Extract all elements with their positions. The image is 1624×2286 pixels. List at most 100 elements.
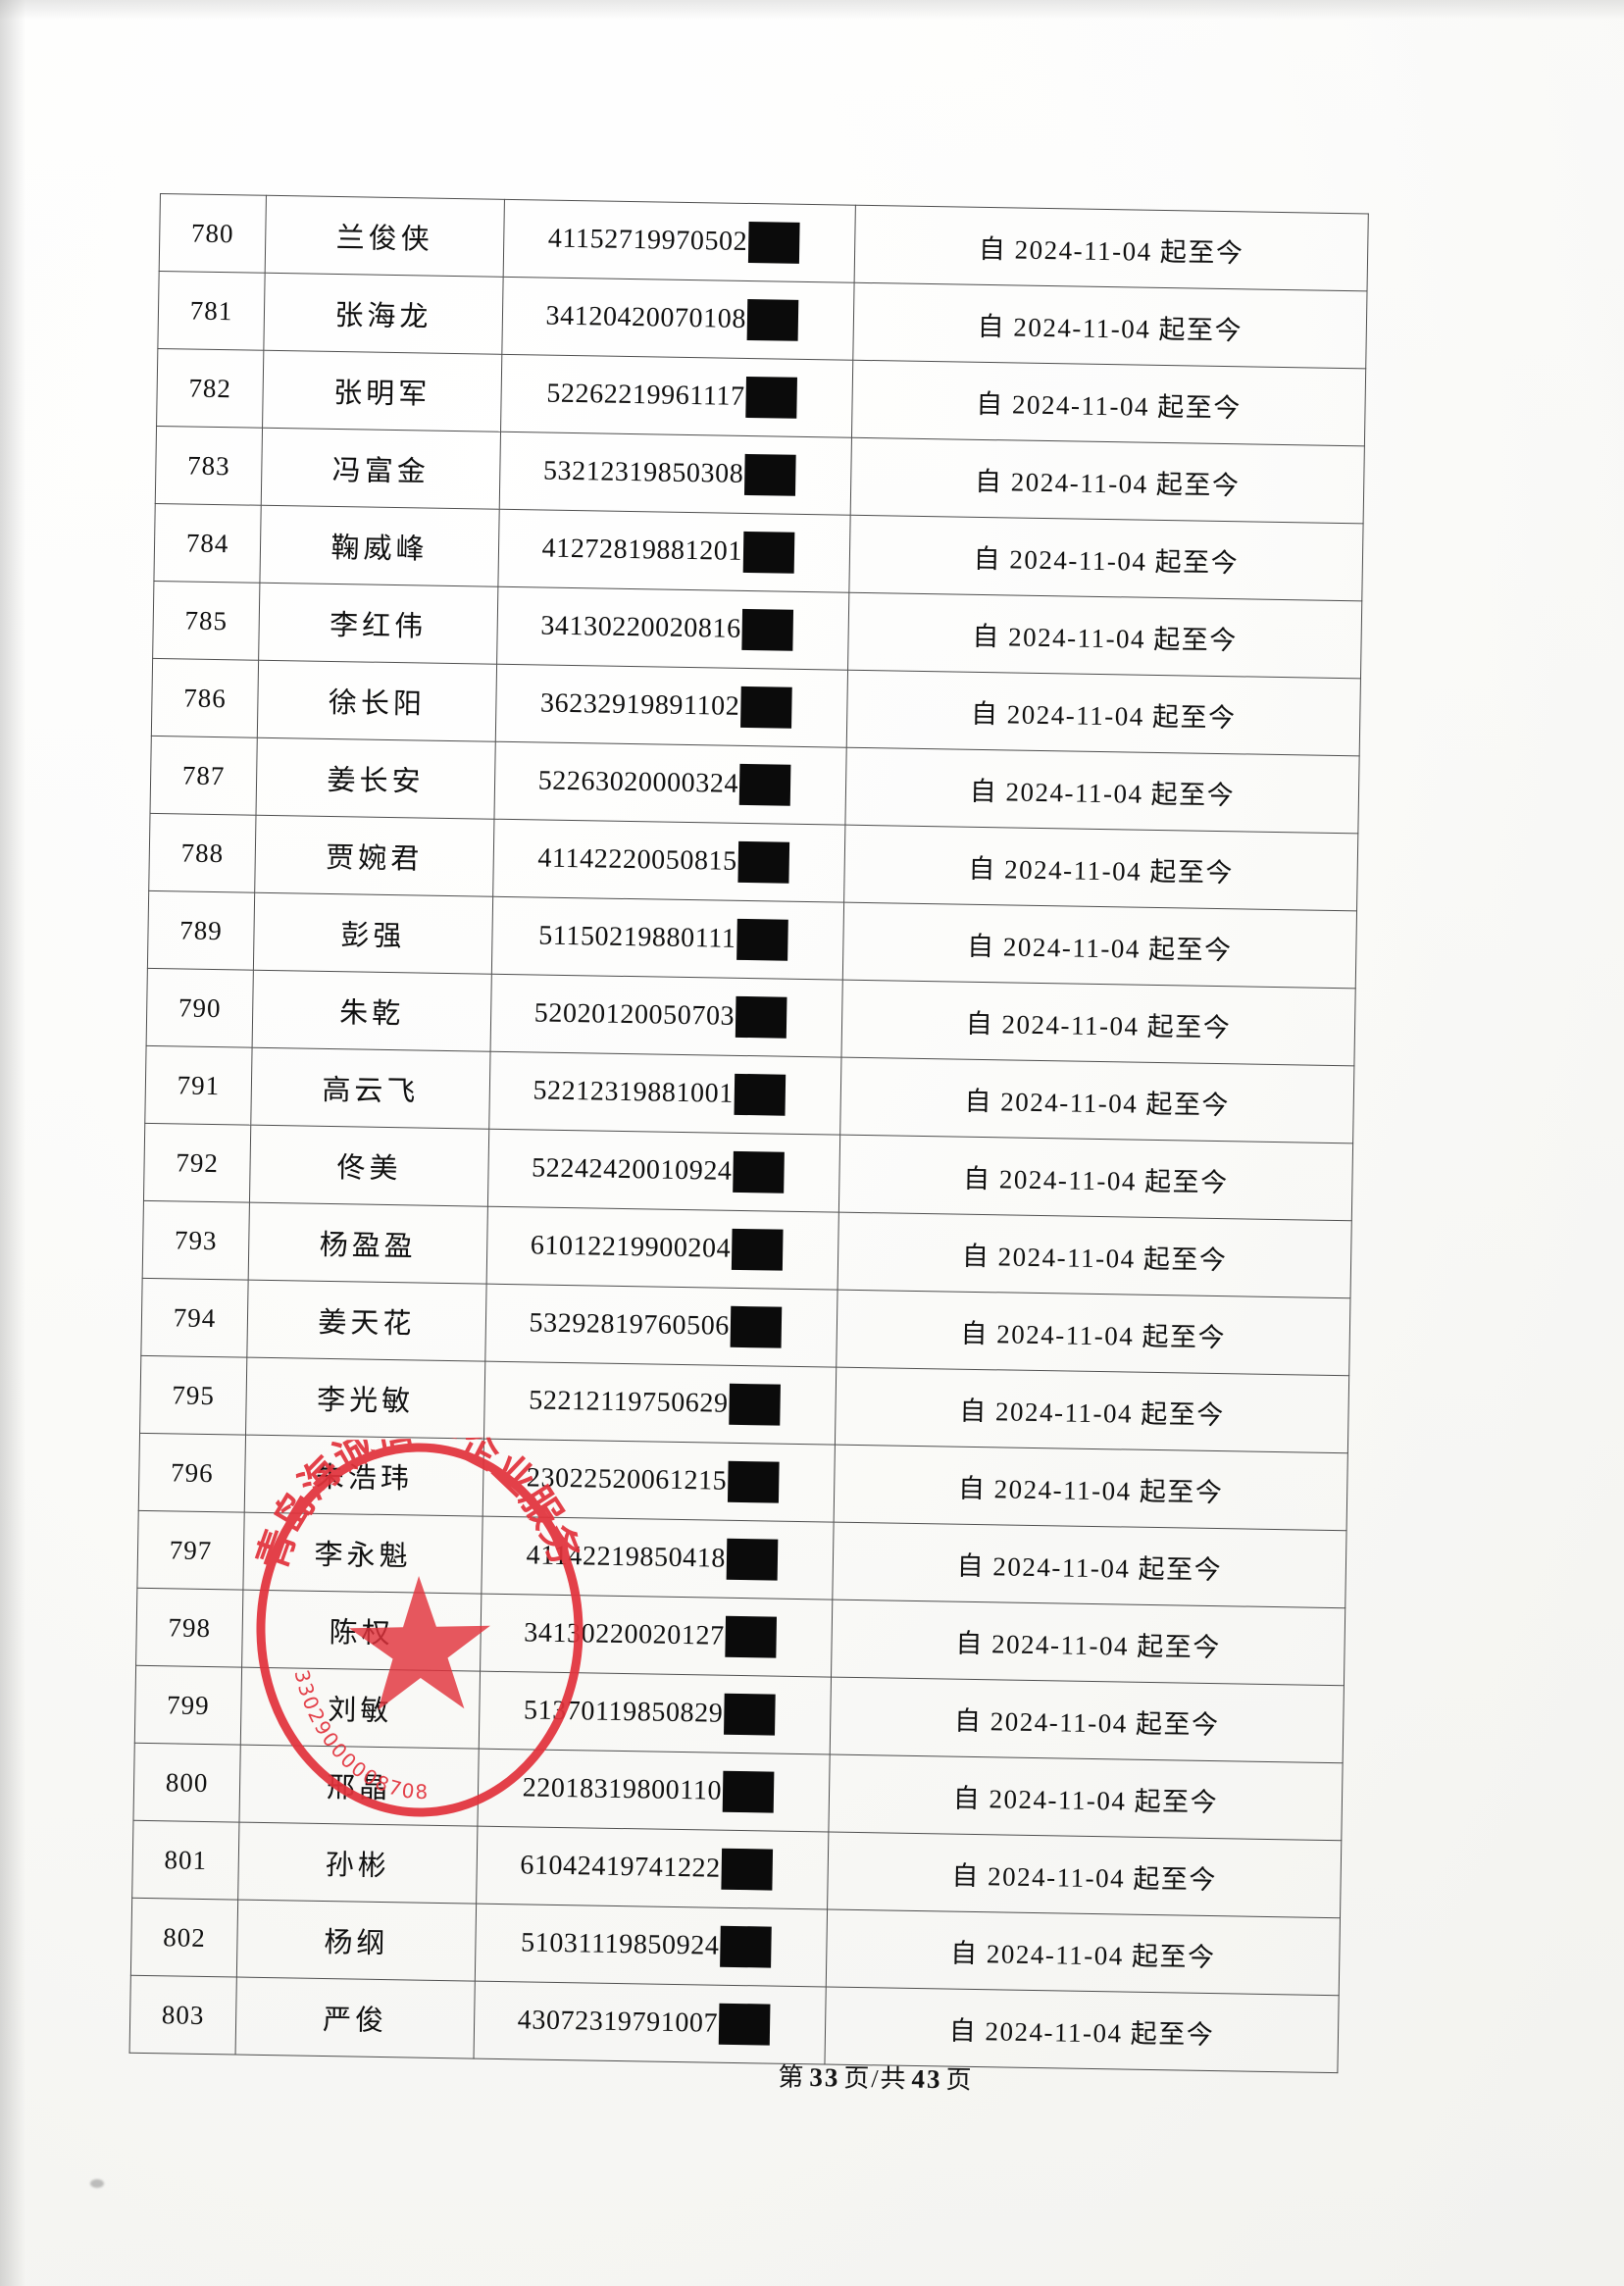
- id-digits: 51150219880111: [537, 920, 736, 954]
- id-redaction-block: [726, 1538, 779, 1581]
- row-id-cell: 34130220020127: [480, 1594, 833, 1678]
- row-period-cell: 自 2024-11-04 起至今: [844, 747, 1360, 834]
- id-value-group: 51150219880111: [492, 915, 832, 962]
- id-redaction-block: [729, 1383, 781, 1426]
- row-name-cell: 陈权: [241, 1590, 482, 1672]
- footer-current-page: 33: [809, 2061, 840, 2093]
- row-index-cell: 791: [144, 1045, 253, 1126]
- id-redaction-block: [742, 531, 795, 574]
- id-value-group: 22018319800110: [479, 1767, 818, 1814]
- row-index-cell: 786: [151, 658, 259, 738]
- row-name-cell: 张海龙: [263, 273, 504, 355]
- id-digits: 34120420070108: [545, 300, 747, 334]
- row-period-cell: 自 2024-11-04 起至今: [850, 437, 1365, 524]
- id-value-group: 51031119850924: [476, 1922, 815, 1969]
- roster-table-body: 780 兰俊侠 41152719970502 自 2024-11-04 起至今 781 张…: [129, 193, 1369, 2073]
- row-name-cell: 刘敏: [240, 1667, 481, 1750]
- id-digits: 61012219900204: [530, 1230, 732, 1264]
- row-id-cell: 43072319791007: [474, 1981, 827, 2065]
- row-period-cell: 自 2024-11-04 起至今: [838, 1135, 1353, 1221]
- row-id-cell: 51150219880111: [491, 896, 844, 981]
- row-name-cell: 李永魁: [242, 1512, 483, 1595]
- row-id-cell: 52212319881001: [488, 1051, 841, 1136]
- id-value-group: 43072319791007: [475, 2000, 814, 2047]
- id-value-group: 23022520061215: [483, 1457, 823, 1504]
- id-redaction-block: [722, 1770, 775, 1813]
- row-id-cell: 41142220050815: [492, 819, 845, 903]
- row-period-cell: 自 2024-11-04 起至今: [834, 1445, 1348, 1531]
- row-id-cell: 52263020000324: [493, 741, 847, 826]
- row-id-cell: 53292819760506: [484, 1284, 838, 1368]
- row-id-cell: 52242420010924: [487, 1129, 840, 1213]
- id-digits: 41272819881201: [541, 533, 743, 567]
- row-index-cell: 788: [148, 813, 256, 893]
- id-value-group: 34130220020127: [481, 1612, 820, 1659]
- id-digits: 36232919891102: [539, 687, 740, 722]
- id-digits: 51031119850924: [520, 1927, 720, 1961]
- row-period-cell: 自 2024-11-04 起至今: [827, 1832, 1342, 1918]
- id-redaction-block: [731, 1228, 784, 1271]
- id-value-group: 41272819881201: [499, 528, 838, 575]
- row-index-cell: 799: [134, 1665, 242, 1746]
- id-value-group: 34130220020816: [497, 605, 837, 652]
- row-index-cell: 802: [130, 1898, 238, 1978]
- row-id-cell: 51370119850829: [479, 1671, 832, 1755]
- row-index-cell: 785: [152, 581, 260, 661]
- id-digits: 52020120050703: [533, 997, 736, 1032]
- page-edge-shadow-left: [0, 0, 25, 2286]
- row-index-cell: 780: [159, 193, 267, 274]
- id-redaction-block: [741, 608, 794, 651]
- roster-table: 780 兰俊侠 41152719970502 自 2024-11-04 起至今 781 张…: [129, 193, 1369, 2073]
- id-value-group: 61012219900204: [487, 1225, 827, 1272]
- row-index-cell: 787: [150, 736, 258, 816]
- footer-suffix: 页: [945, 2065, 974, 2095]
- id-digits: 52212319881001: [533, 1075, 735, 1109]
- row-index-cell: 793: [142, 1200, 250, 1281]
- row-id-cell: 41272819881201: [497, 509, 851, 593]
- id-redaction-block: [735, 995, 787, 1039]
- row-id-cell: 52020120050703: [490, 974, 843, 1058]
- id-redaction-block: [740, 686, 792, 729]
- id-redaction-block: [743, 453, 796, 496]
- id-digits: 41152719970502: [547, 223, 748, 257]
- id-digits: 52242420010924: [531, 1152, 733, 1187]
- id-value-group: 51370119850829: [480, 1690, 819, 1737]
- row-name-cell: 姜天花: [246, 1280, 487, 1362]
- row-period-cell: 自 2024-11-04 起至今: [842, 902, 1357, 989]
- id-redaction-block: [734, 1073, 787, 1116]
- row-index-cell: 784: [153, 503, 262, 584]
- row-index-cell: 803: [129, 1975, 237, 2056]
- row-name-cell: 李光敏: [245, 1357, 485, 1440]
- id-digits: 52262219961117: [546, 378, 745, 412]
- page-edge-shadow-top: [0, 0, 1624, 20]
- footer-middle: 页/共: [843, 2063, 908, 2094]
- row-name-cell: 朱乾: [252, 970, 492, 1052]
- row-index-cell: 795: [139, 1355, 247, 1436]
- row-period-cell: 自 2024-11-04 起至今: [830, 1677, 1345, 1763]
- footer-prefix: 第: [778, 2062, 806, 2092]
- row-period-cell: 自 2024-11-04 起至今: [835, 1367, 1349, 1453]
- page-number-line: 第 33 页/共 43 页: [778, 2057, 974, 2096]
- row-period-cell: 自 2024-11-04 起至今: [837, 1212, 1352, 1298]
- row-name-cell: 佟美: [249, 1125, 489, 1207]
- row-id-cell: 52212119750629: [483, 1361, 837, 1446]
- row-period-cell: 自 2024-11-04 起至今: [828, 1754, 1344, 1841]
- id-value-group: 53292819760506: [486, 1302, 826, 1349]
- row-period-cell: 自 2024-11-04 起至今: [854, 205, 1369, 291]
- row-name-cell: 彭强: [253, 892, 493, 975]
- row-index-cell: 790: [146, 968, 254, 1048]
- row-period-cell: 自 2024-11-04 起至今: [826, 1909, 1341, 1996]
- row-id-cell: 53212319850308: [499, 432, 852, 516]
- row-name-cell: 冯富金: [261, 428, 501, 510]
- id-digits: 23022520061215: [526, 1462, 728, 1497]
- id-redaction-block: [736, 918, 788, 961]
- id-value-group: 52263020000324: [495, 760, 835, 807]
- row-period-cell: 自 2024-11-04 起至今: [843, 825, 1358, 911]
- id-value-group: 41152719970502: [504, 218, 843, 265]
- row-index-cell: 797: [136, 1510, 245, 1591]
- row-name-cell: 李红伟: [258, 583, 498, 665]
- row-id-cell: 52262219961117: [500, 354, 853, 438]
- row-period-cell: 自 2024-11-04 起至今: [847, 592, 1362, 679]
- row-name-cell: 孙彬: [237, 1822, 478, 1905]
